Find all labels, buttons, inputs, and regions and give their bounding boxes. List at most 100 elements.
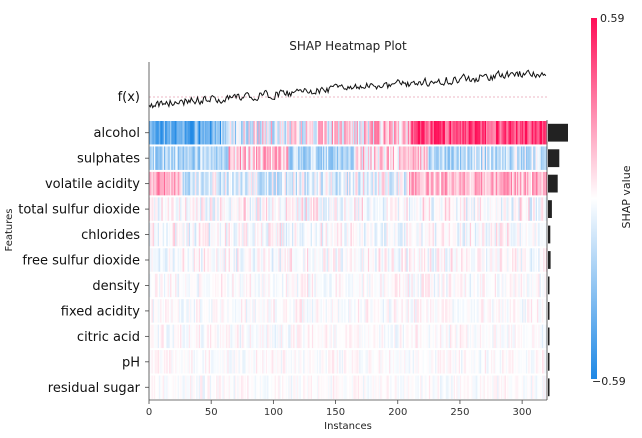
heatmap-cell <box>241 171 243 196</box>
heatmap-cell <box>170 171 172 196</box>
heatmap-cell <box>182 171 185 196</box>
heatmap-cell <box>180 350 182 374</box>
heatmap-cell <box>348 273 350 298</box>
heatmap-cell <box>481 121 483 145</box>
heatmap-cell <box>198 248 201 272</box>
heatmap-cell <box>533 171 535 196</box>
heatmap-cell <box>494 273 497 298</box>
heatmap-cell <box>387 222 390 247</box>
heatmap-cell <box>508 197 510 221</box>
heatmap-cell <box>497 273 499 298</box>
heatmap-cell <box>488 273 491 298</box>
heatmap-cell <box>257 222 259 247</box>
heatmap-cell <box>203 222 206 247</box>
heatmap-cell <box>491 171 493 196</box>
heatmap-cell <box>315 248 318 272</box>
heatmap-cell <box>387 171 390 196</box>
heatmap-cell <box>201 324 203 349</box>
heatmap-cell <box>379 273 381 298</box>
heatmap-cell <box>472 350 474 374</box>
heatmap-cell <box>155 350 157 374</box>
heatmap-cell <box>228 197 231 221</box>
heatmap-cell <box>288 324 290 349</box>
heatmap-cell <box>209 197 212 221</box>
heatmap-cell <box>168 375 171 399</box>
heatmap-cell <box>297 273 299 298</box>
heatmap-cell <box>292 222 294 247</box>
heatmap-cell <box>217 273 219 298</box>
heatmap-cell <box>298 375 300 399</box>
heatmap-cell <box>512 273 514 298</box>
heatmap-cell <box>372 222 375 247</box>
heatmap-cell <box>257 324 259 349</box>
feature-label: fixed acidity <box>61 304 141 319</box>
heatmap-cell <box>345 171 347 196</box>
heatmap-cell <box>447 324 449 349</box>
heatmap-cell <box>152 222 155 247</box>
heatmap-cell <box>535 350 538 374</box>
heatmap-cell <box>298 324 300 349</box>
heatmap-cell <box>453 375 456 399</box>
heatmap-cell <box>241 350 243 374</box>
heatmap-cell <box>203 171 206 196</box>
heatmap-cell <box>398 299 401 323</box>
heatmap-cell <box>193 171 196 196</box>
heatmap-cell <box>336 121 339 145</box>
heatmap-cell <box>496 248 498 272</box>
heatmap-cell <box>425 222 427 247</box>
heatmap-cell <box>336 273 339 298</box>
heatmap-cell <box>259 248 262 272</box>
heatmap-cell <box>298 222 300 247</box>
heatmap-cell <box>377 197 380 221</box>
heatmap-cell <box>255 146 258 170</box>
heatmap-cell <box>478 222 481 247</box>
heatmap-cell <box>503 121 505 145</box>
heatmap-cell <box>417 171 420 196</box>
heatmap-cell <box>385 299 387 323</box>
heatmap-cell <box>226 273 228 298</box>
heatmap-cell <box>188 197 191 221</box>
heatmap-cell <box>213 121 216 145</box>
heatmap-cell <box>330 171 333 196</box>
heatmap-cell <box>406 273 408 298</box>
heatmap-cell <box>191 273 193 298</box>
heatmap-cell <box>212 121 214 145</box>
heatmap-cell <box>446 324 448 349</box>
heatmap-cell <box>290 222 293 247</box>
heatmap-cell <box>474 121 477 145</box>
heatmap-cell <box>204 273 207 298</box>
heatmap-cell <box>441 299 443 323</box>
heatmap-cell <box>247 121 249 145</box>
heatmap-cell <box>156 375 158 399</box>
heatmap-cell <box>392 171 395 196</box>
heatmap-cell <box>250 299 253 323</box>
heatmap-cell <box>272 273 274 298</box>
heatmap-cell <box>263 171 265 196</box>
heatmap-cell <box>207 146 209 170</box>
importance-bar-alcohol <box>548 123 568 142</box>
heatmap-cell <box>464 121 467 145</box>
heatmap-cell <box>188 375 191 399</box>
heatmap-cell <box>352 324 355 349</box>
heatmap-cell <box>343 324 345 349</box>
heatmap-cell <box>440 350 442 374</box>
heatmap-cell <box>305 273 308 298</box>
heatmap-cell <box>165 171 167 196</box>
heatmap-cell <box>185 273 187 298</box>
heatmap-cell <box>178 375 181 399</box>
heatmap-cell <box>435 299 437 323</box>
heatmap-cell <box>185 375 187 399</box>
heatmap-cell <box>152 197 155 221</box>
heatmap-cell <box>463 248 466 272</box>
heatmap-cell <box>287 222 289 247</box>
heatmap-cell <box>357 171 360 196</box>
heatmap-cell <box>401 171 403 196</box>
heatmap-cell <box>293 248 295 272</box>
heatmap-cell <box>425 197 427 221</box>
heatmap-cell <box>500 197 503 221</box>
heatmap-cell <box>491 146 493 170</box>
heatmap-cell <box>423 222 426 247</box>
heatmap-cell <box>405 324 407 349</box>
heatmap-cell <box>390 146 392 170</box>
heatmap-cell <box>294 222 297 247</box>
